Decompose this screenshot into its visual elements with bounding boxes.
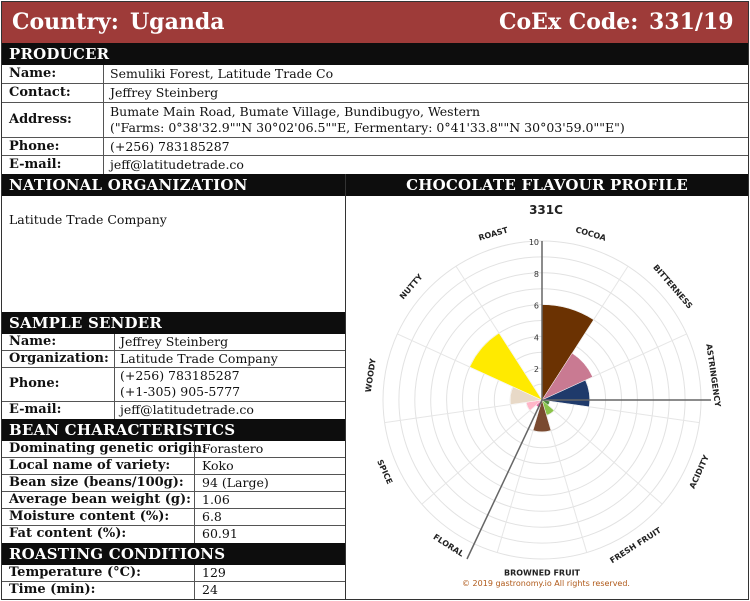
- producer-phone-label: Phone:: [9, 139, 60, 154]
- flavour-chart: 331C COCOA BITTERNESS ASTRINGENCY ACIDITY FR…: [364, 203, 722, 588]
- roast-row-label: Time (min):: [9, 582, 96, 597]
- bean-section-title: BEAN CHARACTERISTICS: [2, 419, 345, 441]
- sender-divider: [114, 334, 115, 419]
- column-divider: [345, 174, 346, 599]
- country-value: Uganda: [130, 9, 225, 35]
- producer-address-row: Address: Bumate Main Road, Bumate Villag…: [2, 103, 748, 138]
- bean-row: Bean size (beans/100g): 94 (Large): [2, 475, 345, 492]
- producer-name-row: Name: Semuliki Forest, Latitude Trade Co: [2, 65, 748, 84]
- producer-address-line2: ("Farms: 0°38'32.9""N 30°02'06.5""E, Fer…: [110, 120, 625, 135]
- sender-section-title: SAMPLE SENDER: [2, 312, 345, 334]
- bean-row-label: Fat content (%):: [9, 526, 127, 541]
- r-tick-label: 8: [534, 270, 539, 279]
- sender-org-row: Organization: Latitude Trade Company: [2, 351, 345, 368]
- chart-footer: © 2019 gastronomy.io All rights reserved…: [462, 579, 630, 588]
- sender-phone-1: (+256) 783185287: [120, 368, 240, 383]
- flavour-wedge-browned-fruit: [532, 399, 552, 433]
- sender-phone-label: Phone:: [9, 376, 60, 391]
- r-tick-label: 6: [534, 302, 539, 311]
- producer-address-label: Address:: [9, 112, 72, 127]
- producer-contact-row: Contact: Jeffrey Steinberg: [2, 84, 748, 103]
- producer-email-row: E-mail: jeff@latitudetrade.co: [2, 156, 748, 174]
- category-label: FRESH FRUIT: [608, 526, 663, 566]
- producer-contact-label: Contact:: [9, 85, 71, 100]
- bean-row-label: Local name of variety:: [9, 458, 171, 473]
- producer-name-label: Name:: [9, 66, 57, 81]
- category-label: BITTERNESS: [651, 263, 694, 311]
- diagonal-axis: [466, 399, 543, 560]
- category-label: ACIDITY: [688, 454, 711, 491]
- bean-row-value: 94 (Large): [202, 475, 269, 490]
- bean-row-value: Forastero: [202, 441, 264, 456]
- chart-title: 331C: [529, 203, 563, 217]
- category-label: BROWNED FRUIT: [504, 569, 581, 578]
- noc-value: Latitude Trade Company: [9, 212, 167, 227]
- bean-row-label: Dominating genetic origin:: [9, 441, 207, 456]
- producer-email-label: E-mail:: [9, 157, 62, 172]
- sender-email-label: E-mail:: [9, 402, 62, 417]
- sender-phone-row: Phone: (+256) 783185287 (+1-305) 905-577…: [2, 368, 345, 402]
- bean-row-value: Koko: [202, 458, 234, 473]
- bean-row-value: 60.91: [202, 526, 238, 541]
- flavour-section-title: CHOCOLATE FLAVOUR PROFILE: [346, 174, 748, 196]
- bean-row-value: 6.8: [202, 509, 222, 524]
- producer-phone-row: Phone: (+256) 783185287: [2, 138, 748, 156]
- sender-name: Jeffrey Steinberg: [120, 334, 229, 349]
- header-bar: Country: Uganda CoEx Code: 331/19: [2, 2, 748, 43]
- flavour-wedge-nutty: [469, 332, 543, 401]
- producer-email[interactable]: jeff@latitudetrade.co: [110, 157, 244, 172]
- producer-phone: (+256) 783185287: [110, 139, 230, 154]
- bean-row: Fat content (%): 60.91: [2, 526, 345, 543]
- bean-row-label: Average bean weight (g):: [9, 492, 191, 507]
- sender-email-row: E-mail: jeff@latitudetrade.co: [2, 402, 345, 419]
- roast-row-value: 24: [202, 582, 218, 597]
- flavour-wedge-bitterness: [541, 352, 593, 401]
- sender-phone-2: (+1-305) 905-5777: [120, 384, 241, 399]
- country-label: Country:: [12, 9, 119, 35]
- grid-spoke: [541, 399, 663, 505]
- roast-row: Time (min): 24: [2, 582, 345, 599]
- r-tick-label: 10: [529, 238, 539, 247]
- category-label: COCOA: [574, 225, 607, 243]
- coex-label: CoEx Code:: [499, 9, 639, 35]
- r-tick-label: 2: [534, 365, 539, 374]
- bean-row-label: Moisture content (%):: [9, 509, 170, 524]
- bean-row: Local name of variety: Koko: [2, 458, 345, 475]
- category-label: SPICE: [375, 458, 394, 485]
- sender-name-label: Name:: [9, 334, 57, 349]
- roast-row-label: Temperature (°C):: [9, 565, 141, 580]
- sender-org: Latitude Trade Company: [120, 351, 278, 366]
- producer-name: Semuliki Forest, Latitude Trade Co: [110, 66, 334, 81]
- roast-divider: [194, 565, 195, 599]
- producer-section-title: PRODUCER: [2, 43, 748, 65]
- producer-address-line1: Bumate Main Road, Bumate Village, Bundib…: [110, 104, 481, 119]
- roast-row-value: 129: [202, 565, 226, 580]
- noc-section-title: NATIONAL ORGANIZATION COMMITTEE: [2, 174, 345, 216]
- sender-name-row: Name: Jeffrey Steinberg: [2, 334, 345, 351]
- producer-contact: Jeffrey Steinberg: [110, 85, 219, 100]
- roasting-section-title: ROASTING CONDITIONS: [2, 543, 345, 565]
- bean-row-value: 1.06: [202, 492, 230, 507]
- bean-divider: [194, 441, 195, 543]
- grid-spoke: [421, 399, 543, 505]
- category-label: ASTRINGENCY: [704, 343, 722, 407]
- r-tick-label: 4: [534, 333, 539, 342]
- roast-row: Temperature (°C): 129: [2, 565, 345, 582]
- bean-row: Moisture content (%): 6.8: [2, 509, 345, 526]
- coex-value: 331/19: [649, 9, 734, 35]
- sender-org-label: Organization:: [9, 351, 109, 366]
- producer-divider: [103, 65, 104, 174]
- category-label: WOODY: [364, 358, 378, 393]
- bean-row: Average bean weight (g): 1.06: [2, 492, 345, 509]
- bean-row-label: Bean size (beans/100g):: [9, 475, 184, 490]
- bean-row: Dominating genetic origin: Forastero: [2, 441, 345, 458]
- category-label: ROAST: [478, 225, 510, 242]
- sender-email[interactable]: jeff@latitudetrade.co: [120, 402, 254, 417]
